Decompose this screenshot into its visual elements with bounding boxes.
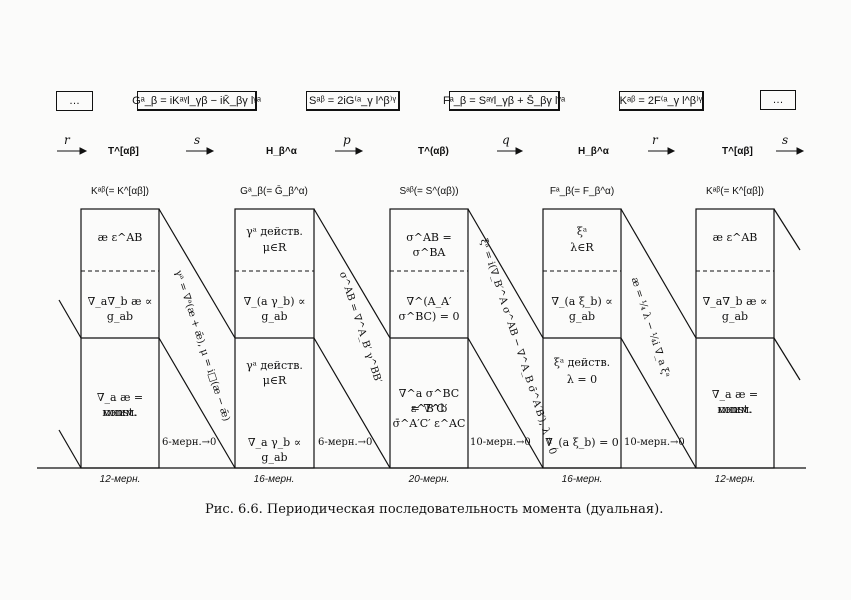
cell-bot: ∇_a γ_b ∝ g_ab (247, 436, 302, 464)
column-footer: 20-мерн. (408, 474, 450, 485)
cell-bot: const. (718, 403, 752, 416)
operator-label: r (64, 133, 70, 147)
column-header: Gᵃ_β(= Ḡ_β^α) (240, 186, 308, 197)
column-footer: 16-мерн. (561, 474, 603, 485)
cell-mid: ∇^(A_A′ σ^BC) = 0 (398, 295, 460, 323)
top-box-s: Sᵃᵝ = 2iG⁽ᵃ_γ l^β⁾ᵞ (306, 91, 400, 111)
cell-mid: ∇_(a γ_b) ∝ g_ab (243, 295, 306, 323)
operator-label: s (782, 133, 789, 147)
cell-bot: λ = 0 (566, 373, 598, 386)
cell-bot: ξᵃ действ. (553, 356, 611, 369)
cell-bot: ∇_a æ = мним. (711, 388, 759, 416)
operator-label: r (652, 133, 658, 147)
cell-bot: μ∈R (262, 374, 287, 387)
cell-top: æ ε^AB (97, 231, 143, 244)
operator-label: q (502, 133, 510, 147)
top-box-g: Gᵃ_β = iKᵃᵞl_γβ − iK̄_βγ lᵞᵃ (132, 91, 261, 111)
sequence-label: H_β^α (578, 146, 609, 157)
diagonal (158, 208, 236, 339)
figure-caption: Рис. 6.6. Периодическая последовательнос… (205, 502, 664, 517)
column-header: Kᵃᵝ(= K^[αβ]) (706, 186, 764, 197)
dimension-ratio: 10-мерн.→0 (470, 437, 531, 448)
cell-top: σ^AB = σ^BA (406, 231, 452, 259)
diagonal (467, 208, 544, 339)
column-header: Sᵃᵝ(= S^(αβ)) (399, 186, 459, 197)
diagonal (620, 208, 697, 339)
top-box-ellipsis: … (760, 90, 796, 110)
column-footer: 16-мерн. (253, 474, 295, 485)
column-footer: 12-мерн. (99, 474, 141, 485)
top-box-k: Kᵃᵝ = 2F⁽ᵃ_γ l^β⁾ᵞ (619, 91, 704, 111)
cell-bot: ∇_a æ = мним. (96, 391, 144, 419)
cell-mid: ∇_a∇_b æ ∝ g_ab (87, 295, 153, 323)
column-header: Kᵃᵝ(= K^[αβ]) (91, 186, 149, 197)
cell-top: æ ε^AB (712, 231, 758, 244)
column-header: Fᵃ_β(= F_β^α) (549, 186, 615, 197)
column-footer: 12-мерн. (714, 474, 756, 485)
operator-label: s (194, 133, 201, 147)
cell-top: γᵃ действ. (246, 225, 303, 238)
sequence-label: T^(αβ) (418, 146, 449, 157)
cell-mid: ∇_(a ξ_b) ∝ g_ab (551, 295, 613, 323)
cell-top: λ∈R (570, 241, 594, 254)
cell-bot: γᵃ действ. (246, 359, 303, 372)
cell-top: μ∈R (262, 241, 287, 254)
diagonal (313, 208, 391, 339)
dimension-ratio: 10-мерн.→0 (624, 437, 685, 448)
top-box-ellipsis: … (56, 91, 93, 111)
dimension-ratio: 6-мерн.→0 (162, 437, 217, 448)
sequence-label: T^[αβ] (722, 146, 753, 157)
diagonal (158, 337, 236, 469)
dimension-ratio: 6-мерн.→0 (318, 437, 373, 448)
sequence-label: T^[αβ] (108, 146, 139, 157)
cell-bot: = ∇^b σ̄^A′C′ ε^AC (392, 402, 466, 430)
diagonal (620, 337, 697, 469)
diagonal (467, 337, 544, 469)
top-box-f: Fᵃ_β = Sᵃᵞl_γβ + S̄_βγ lᵞᵃ (443, 91, 565, 111)
cell-top: ξᵃ (576, 225, 588, 238)
cell-bot: ∇_(a ξ_b) = 0 (545, 436, 619, 449)
cell-bot: ∇^a σ^BC ε^B′C′ (398, 387, 460, 415)
diagonal (313, 337, 391, 469)
sequence-label: H_β^α (266, 146, 297, 157)
operator-label: p (343, 133, 351, 147)
cell-mid: ∇_a∇_b æ ∝ g_ab (702, 295, 768, 323)
cell-bot: const. (103, 406, 137, 419)
